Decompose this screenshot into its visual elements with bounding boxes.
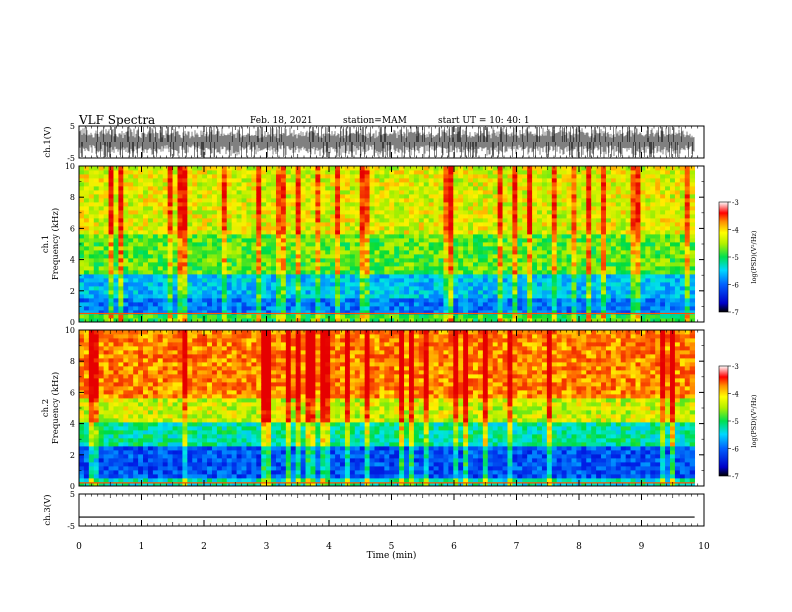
y-tick-label: 6	[70, 388, 75, 397]
x-tick-label: 4	[326, 542, 332, 552]
y-tick-label: 4	[70, 256, 75, 265]
y-tick-label: 0	[70, 318, 75, 327]
y-axis-label: Frequency (kHz)	[50, 372, 61, 444]
y-tick-label: 8	[70, 193, 75, 202]
colorbar-ch1	[718, 201, 729, 313]
y-axis-label: ch.2	[41, 399, 51, 417]
colorbar-tick-label: -5	[732, 418, 739, 426]
colorbar-tick-label: -6	[732, 446, 739, 454]
colorbar-label: log(PSD)(V²/Hz)	[750, 230, 758, 283]
chart-title: VLF Spectra	[79, 113, 156, 127]
colorbar-tick-label: -4	[732, 391, 739, 399]
x-tick-label: 10	[698, 542, 710, 552]
x-axis-label: Time (min)	[367, 550, 417, 561]
colorbar-tick-label: -7	[732, 473, 739, 481]
x-tick-label: 0	[76, 542, 82, 552]
axes-layer: 5 -5 ch.1(V) -3 -4 -5 -6 -7 log(PSD)(V²/Hz) 0 2 4 6 8…	[41, 122, 758, 561]
y-tick-label: 10	[65, 162, 75, 171]
plot-area	[78, 126, 696, 518]
station-label: station=MAM	[343, 116, 407, 126]
colorbar-tick-label: -3	[732, 363, 739, 371]
date-label: Feb. 18, 2021	[250, 116, 313, 126]
y-tick-label: 2	[70, 451, 75, 460]
y-axis-label: ch.1	[41, 235, 51, 253]
y-tick-label: 0	[70, 482, 75, 491]
start-time-label: start UT = 10: 40: 1	[438, 116, 530, 126]
colorbar-tick-label: -5	[732, 254, 739, 262]
spectrogram-ch1	[79, 166, 696, 323]
colorbar-tick-label: -7	[732, 309, 739, 317]
spectrogram-ch2	[79, 330, 696, 487]
colorbar-ch2	[718, 365, 729, 477]
x-tick-label: 1	[139, 542, 145, 552]
y-axis-label: ch.1(V)	[42, 126, 53, 157]
x-tick-label: 8	[576, 542, 582, 552]
colorbar-tick-label: -4	[732, 227, 739, 235]
y-tick-label: 5	[70, 490, 75, 499]
colorbar-tick-label: -6	[732, 282, 739, 290]
y-tick-label: 4	[70, 420, 75, 429]
x-tick-label: 9	[639, 542, 645, 552]
y-tick-label: 10	[65, 326, 75, 335]
y-tick-label: 6	[70, 224, 75, 233]
y-tick-label: 2	[70, 287, 75, 296]
x-tick-label: 6	[451, 542, 457, 552]
x-tick-label: 7	[514, 542, 520, 552]
y-tick-label: -5	[67, 154, 75, 163]
y-tick-label: 8	[70, 357, 75, 366]
colorbar-label: log(PSD)(V²/Hz)	[750, 394, 758, 447]
waveform-trace	[78, 126, 695, 158]
y-axis-label: ch.3(V)	[42, 494, 53, 525]
y-tick-label: 5	[70, 122, 75, 131]
waveform-ch1	[78, 126, 695, 158]
x-tick-label: 2	[201, 542, 207, 552]
y-tick-label: -5	[67, 522, 75, 531]
x-tick-label: 3	[264, 542, 270, 552]
x-tick-label: 5	[389, 542, 395, 552]
colorbar-tick-label: -3	[732, 199, 739, 207]
y-axis-label: Frequency (kHz)	[50, 208, 61, 280]
